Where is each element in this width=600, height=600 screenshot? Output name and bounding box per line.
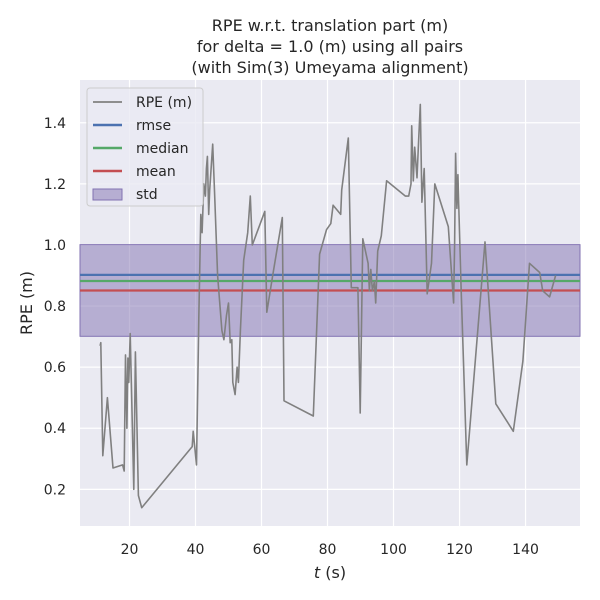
legend-label: RPE (m) (136, 95, 192, 111)
legend-label: std (136, 187, 158, 203)
y-tick-label: 1.0 (44, 238, 66, 254)
y-tick-label: 1.2 (44, 177, 66, 193)
legend-item-median: median (93, 141, 188, 157)
title-line-2: for delta = 1.0 (m) using all pairs (197, 37, 463, 56)
x-tick-label: 40 (187, 542, 205, 558)
y-tick-label: 0.2 (44, 482, 66, 498)
x-ticks: 20 40 60 80 100 120 140 (121, 542, 539, 558)
x-axis-label-unit: (s) (320, 563, 346, 582)
legend-label: rmse (136, 118, 171, 134)
y-ticks: 0.2 0.4 0.6 0.8 1.0 1.2 1.4 (44, 116, 66, 499)
legend-item-rmse: rmse (93, 118, 171, 134)
y-tick-label: 1.4 (44, 116, 66, 132)
x-tick-label: 60 (253, 542, 271, 558)
legend-item-mean: mean (93, 164, 176, 180)
rpe-series (99, 103, 557, 509)
x-axis-label: t (s) (314, 563, 346, 582)
x-tick-label: 80 (319, 542, 337, 558)
y-tick-label: 0.6 (44, 360, 66, 376)
legend-label: mean (136, 164, 176, 180)
legend-box (86, 87, 204, 207)
x-tick-label: 120 (446, 542, 473, 558)
y-tick-label: 0.4 (44, 421, 66, 437)
title-line-1: RPE w.r.t. translation part (m) (212, 16, 448, 35)
x-axis-label-var: t (314, 563, 321, 582)
legend-item-rpe: RPE (m) (93, 95, 192, 111)
chart-title: RPE w.r.t. translation part (m) for delt… (191, 16, 468, 77)
x-tick-label: 140 (512, 542, 539, 558)
legend-item-std_fill: std (92, 187, 158, 203)
title-line-3: (with Sim(3) Umeyama alignment) (191, 58, 468, 77)
legend-swatch (92, 188, 123, 201)
x-tick-label: 20 (121, 542, 139, 558)
x-tick-label: 100 (380, 542, 407, 558)
y-tick-label: 0.8 (44, 299, 66, 315)
rpe-line (99, 103, 557, 509)
stat-lines (80, 273, 580, 292)
legend: RPE (m) rmse median mean std (86, 87, 204, 207)
y-axis-label: RPE (m) (17, 271, 36, 335)
legend-label: median (136, 141, 188, 157)
